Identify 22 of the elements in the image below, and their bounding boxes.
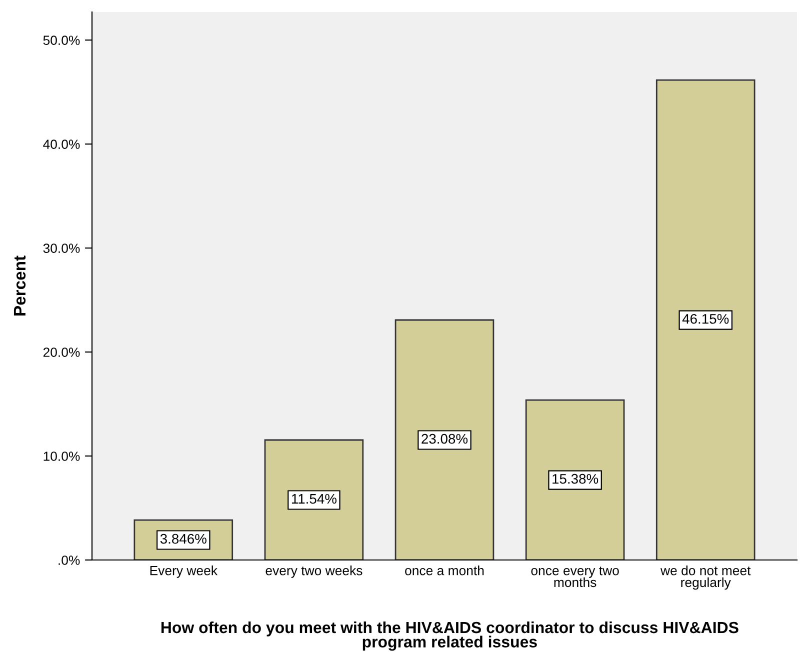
x-tick-label: every two weeks	[266, 566, 362, 578]
bar	[394, 319, 494, 560]
x-tick-label: once a month	[405, 566, 484, 576]
y-axis-title: Percent	[14, 256, 26, 316]
data-label: 23.08%	[422, 434, 468, 444]
x-tick-label: Every week	[150, 566, 218, 578]
bar	[264, 439, 364, 560]
data-label: 46.15%	[682, 314, 729, 324]
x-tick-label: once every two months	[531, 566, 619, 588]
y-tick-label: 40.0%	[43, 140, 80, 149]
bar	[525, 399, 625, 560]
y-tick-label: 20.0%	[43, 348, 80, 357]
y-tick-label: .0%	[58, 556, 80, 565]
y-tick-label: 50.0%	[43, 36, 80, 45]
y-tick-label: 30.0%	[43, 244, 80, 253]
bar	[656, 79, 756, 560]
data-label: 3.846%	[160, 534, 206, 544]
y-tick-label: 10.0%	[44, 452, 80, 461]
x-tick-label: we do not meet regularly	[660, 566, 751, 590]
x-axis-title: How often do you meet with the HIV&AIDS coordinator to discuss HIV&AIDS program related issues	[161, 621, 738, 651]
data-label: 15.38%	[552, 474, 598, 484]
data-label: 11.54%	[292, 494, 336, 504]
